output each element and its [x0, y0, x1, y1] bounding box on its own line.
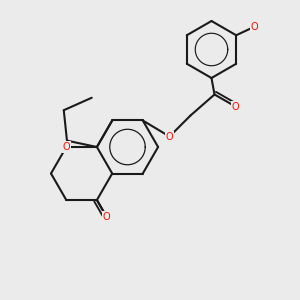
Text: O: O: [103, 212, 110, 222]
Text: O: O: [62, 142, 70, 152]
Text: O: O: [166, 131, 173, 142]
Text: O: O: [250, 22, 258, 32]
Text: O: O: [232, 101, 239, 112]
